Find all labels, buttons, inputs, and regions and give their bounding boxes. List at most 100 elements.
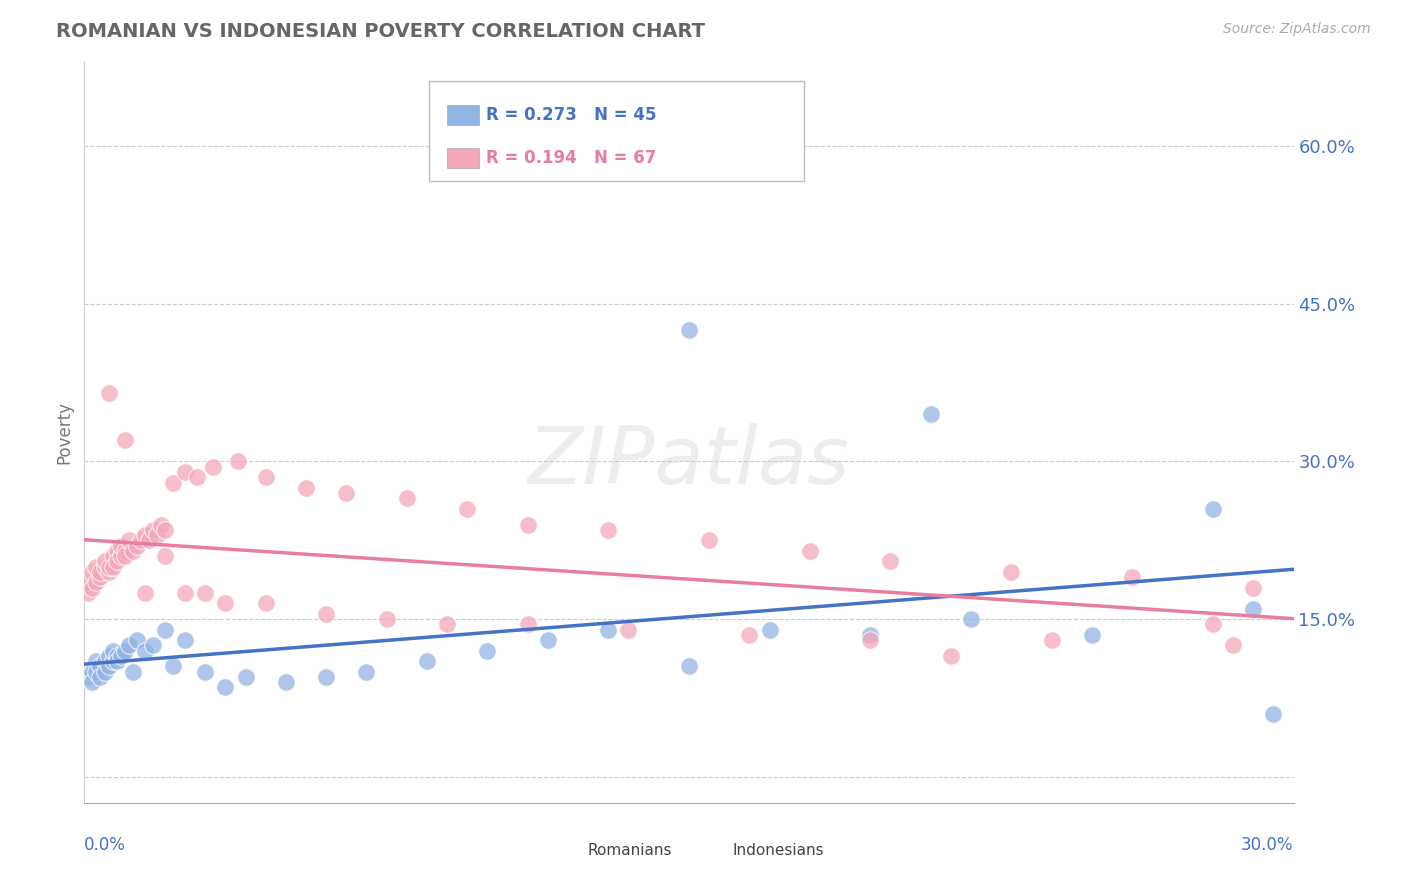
Point [86,654,108,668]
Text: 30.0%: 30.0% [1241,836,1294,855]
Point [153,549,176,563]
Point [153,523,176,537]
Point [105,554,128,568]
Point [678,323,700,337]
FancyBboxPatch shape [699,840,730,860]
Point [254,596,277,610]
Point [617,623,640,637]
FancyBboxPatch shape [554,840,585,860]
Point [86,559,108,574]
Y-axis label: Poverty: Poverty [55,401,73,464]
Point [105,654,128,668]
Point [82,665,104,679]
Point [375,612,398,626]
Point [194,665,217,679]
Point [93,654,115,668]
Point [86,575,108,590]
Text: Source: ZipAtlas.com: Source: ZipAtlas.com [1223,22,1371,37]
Point [202,459,225,474]
Point [82,675,104,690]
Point [678,659,700,673]
Text: R = 0.273   N = 45: R = 0.273 N = 45 [486,106,657,124]
Point [214,596,236,610]
Point [174,465,197,479]
Text: Romanians: Romanians [588,843,672,858]
Point [356,665,378,679]
Point [315,607,337,621]
Point [77,575,100,590]
Point [1121,570,1143,584]
Point [274,675,297,690]
Point [194,586,217,600]
Point [1241,581,1264,595]
Point [1241,601,1264,615]
Point [121,543,143,558]
Point [97,648,120,663]
Point [758,623,780,637]
Point [101,559,124,574]
Point [1202,617,1225,632]
Point [598,523,620,537]
Point [110,549,132,563]
Point [235,670,257,684]
Point [101,549,124,563]
Point [1222,638,1244,652]
FancyBboxPatch shape [447,148,478,168]
Point [477,643,499,657]
Point [121,665,143,679]
Point [1040,633,1063,648]
Point [174,633,197,648]
Point [516,517,538,532]
FancyBboxPatch shape [447,105,478,125]
Text: ROMANIAN VS INDONESIAN POVERTY CORRELATION CHART: ROMANIAN VS INDONESIAN POVERTY CORRELATI… [56,22,706,41]
Point [86,665,108,679]
Point [859,633,882,648]
Point [89,670,111,684]
Point [125,633,148,648]
Point [114,543,136,558]
Point [315,670,337,684]
Point [162,659,184,673]
Text: ZIPatlas: ZIPatlas [527,423,851,501]
Point [125,539,148,553]
Point [920,407,942,421]
Point [416,654,439,668]
Point [114,434,136,448]
Point [114,549,136,563]
Point [456,501,478,516]
Point [101,643,124,657]
Point [939,648,962,663]
Point [516,617,538,632]
Point [97,559,120,574]
Point [82,581,104,595]
Text: 0.0%: 0.0% [84,836,127,855]
Point [93,554,115,568]
Point [118,533,141,548]
Point [114,643,136,657]
Text: Indonesians: Indonesians [733,843,824,858]
Point [142,638,165,652]
Point [149,517,172,532]
Point [214,680,236,694]
Point [537,633,560,648]
Point [859,628,882,642]
Point [146,528,169,542]
Point [110,648,132,663]
Point [799,543,821,558]
Point [134,643,156,657]
Point [89,570,111,584]
Point [879,554,901,568]
Point [82,565,104,579]
Point [93,665,115,679]
Point [436,617,458,632]
Point [153,623,176,637]
Point [174,586,197,600]
Point [118,638,141,652]
Point [1202,501,1225,516]
Point [186,470,208,484]
Point [1263,706,1285,721]
Point [134,528,156,542]
Point [226,454,249,468]
FancyBboxPatch shape [429,81,804,181]
Point [295,481,318,495]
